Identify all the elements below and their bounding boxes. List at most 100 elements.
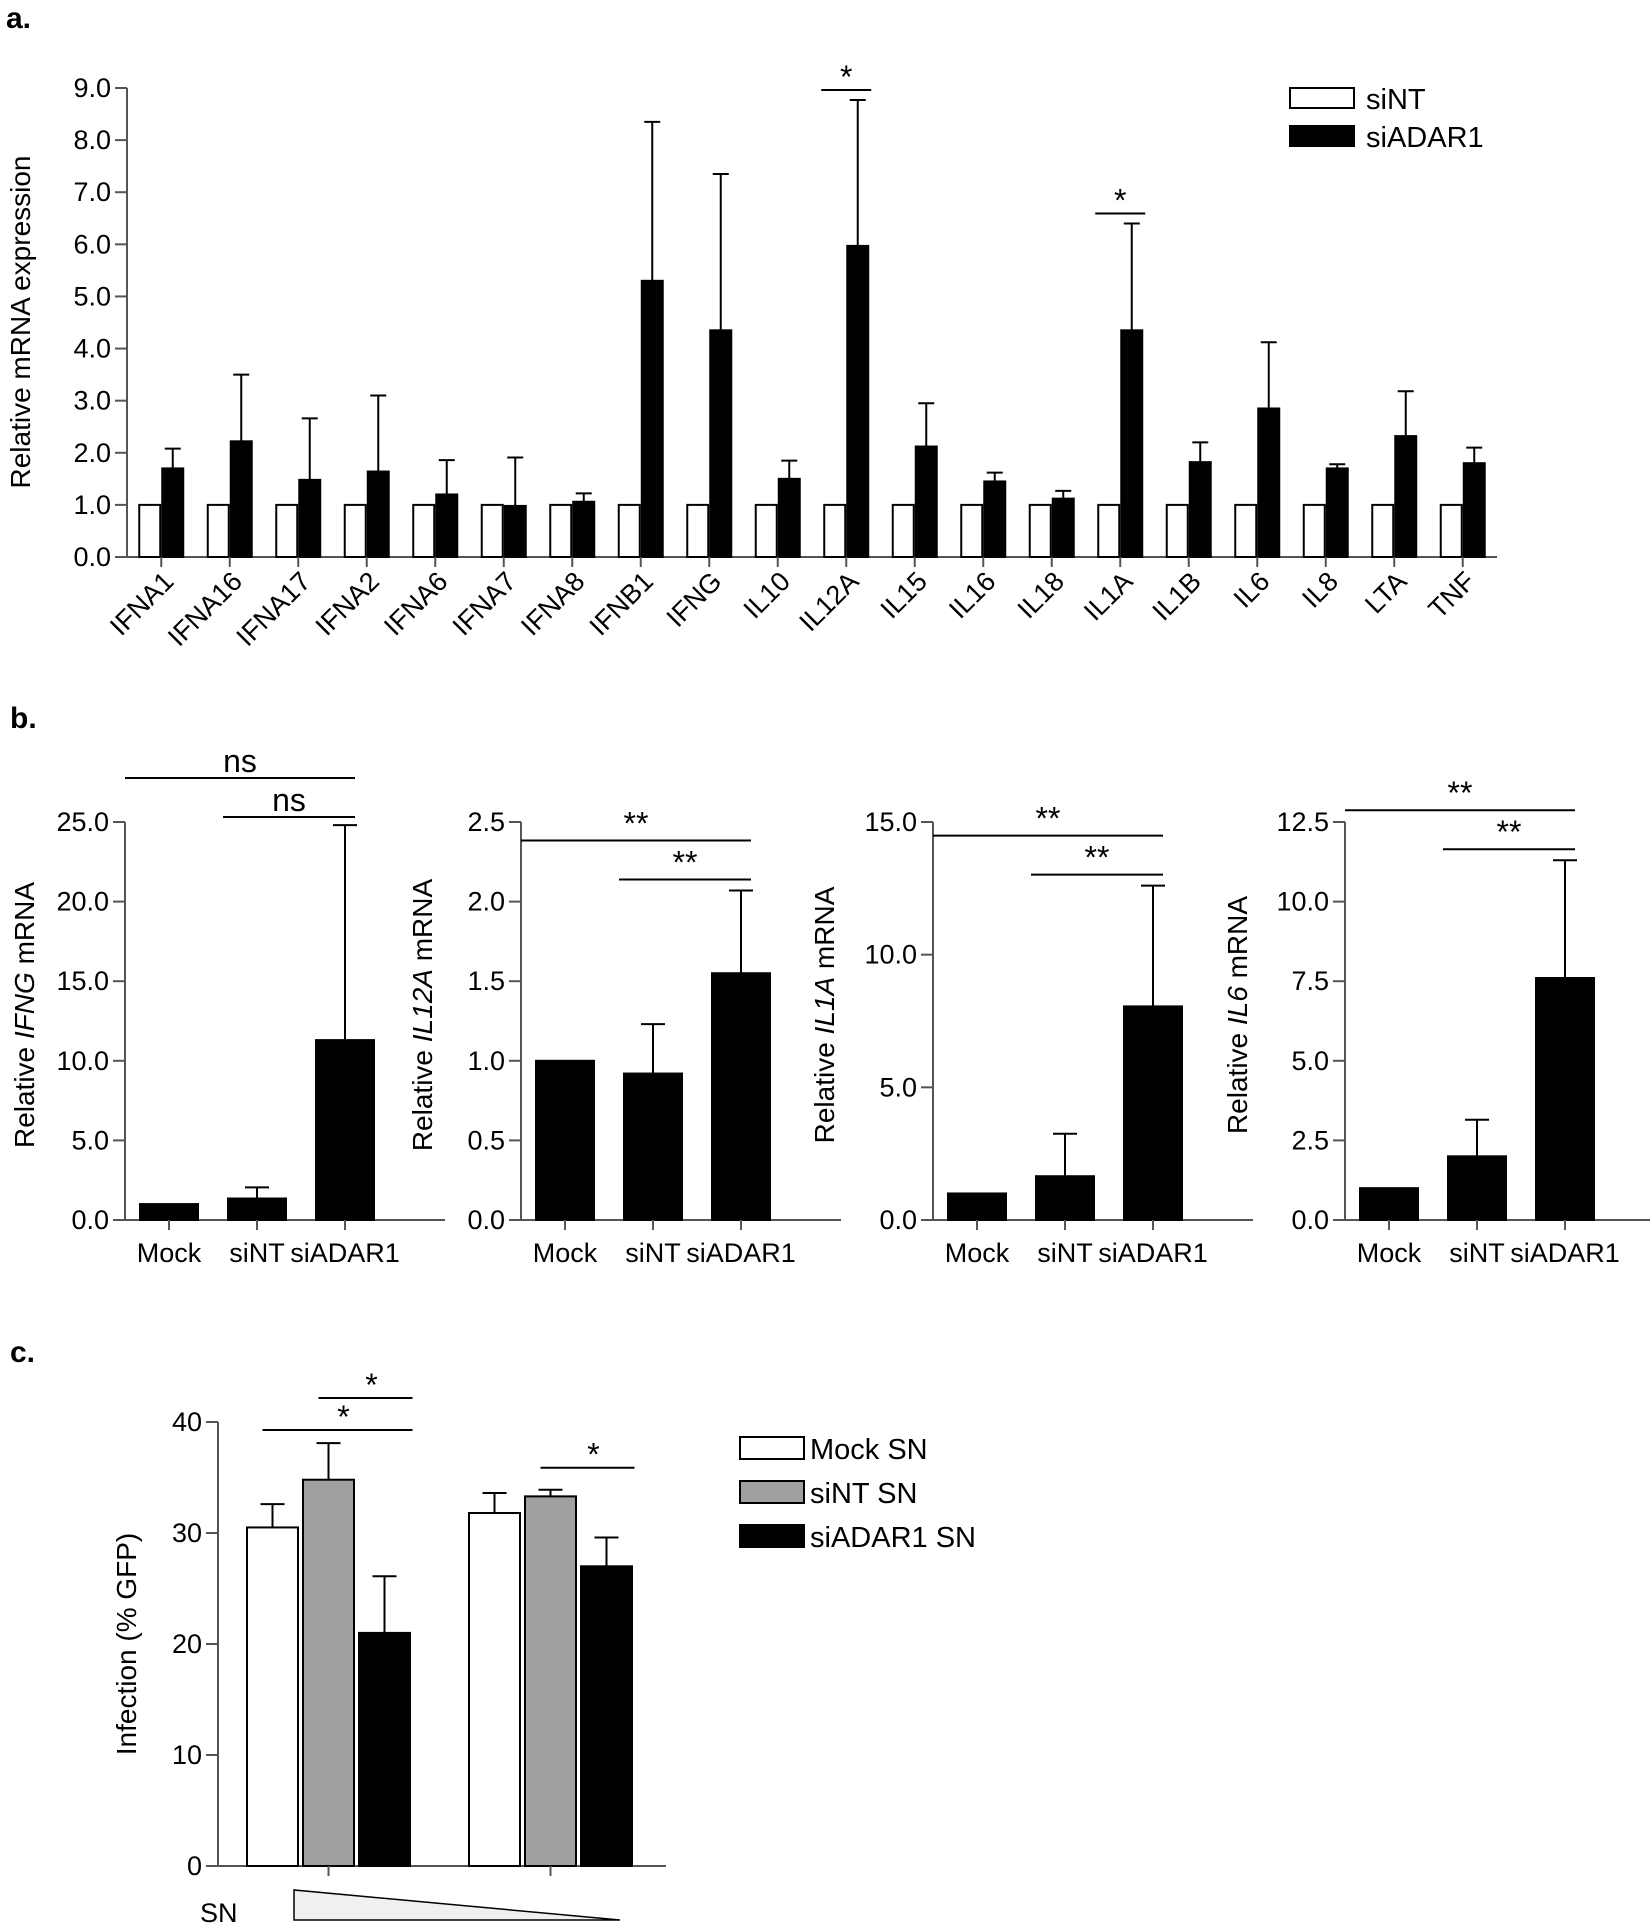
y-tick-label: 3.0 xyxy=(73,386,111,416)
significance-label: ** xyxy=(1448,775,1473,811)
chart-panel-b-il1a: 0.0 5.0 10.0 15.0 Relative IL1A mRNA Mock siNT… xyxy=(809,801,1253,1268)
bar-siADAR1 xyxy=(711,972,771,1221)
y-axis-label-prefix: Relative xyxy=(1222,1025,1253,1134)
y-tick-label: 2.0 xyxy=(73,438,111,468)
x-tick-label-siADAR1: siADAR1 xyxy=(1510,1238,1620,1268)
bar-siADAR1-IFNA16 xyxy=(229,440,253,558)
y-tick-label: 2.0 xyxy=(467,887,505,917)
y-tick-label: 5.0 xyxy=(879,1072,917,1102)
panel-label-b: b. xyxy=(10,702,37,735)
y-tick-label: 0.0 xyxy=(879,1205,917,1235)
bar-siNT xyxy=(227,1197,287,1222)
bar-siNT xyxy=(623,1072,683,1222)
y-tick-label: 25.0 xyxy=(56,807,109,837)
bar-siADAR1-IL1B xyxy=(1188,461,1212,558)
bar-siADAR1 xyxy=(315,1039,375,1221)
x-tick-label-siADAR1: siADAR1 xyxy=(1098,1238,1208,1268)
chart-panel-b-ifng: 0.0 5.0 10.0 15.0 20.0 25.0 Relative IFNG mRNA… xyxy=(9,743,445,1268)
bar-siNT-IL16 xyxy=(960,503,984,558)
y-tick-label: 0.0 xyxy=(71,1205,109,1235)
y-tick-label: 7.0 xyxy=(73,177,111,207)
bar-siNT-IFNA16 xyxy=(206,503,230,558)
chart-panel-a: 0.0 1.0 2.0 3.0 4.0 5.0 6.0 7.0 8.0 9.0 Relative m… xyxy=(5,59,1497,652)
y-tick-label: 20 xyxy=(172,1629,202,1659)
dilution-gradient-wedge xyxy=(293,1889,621,1921)
bar-siNT-IL6 xyxy=(1234,503,1258,558)
bar-siNT-IFNA7 xyxy=(480,503,504,558)
y-tick-label: 10 xyxy=(172,1740,202,1770)
significance-label: ** xyxy=(1497,814,1522,850)
x-tick-label-IFNA7: IFNA7 xyxy=(447,566,522,641)
legend-label-siADAR1-SN: siADAR1 SN xyxy=(810,1522,976,1554)
x-tick-label-siADAR1: siADAR1 xyxy=(686,1238,796,1268)
x-tick-label-IL8: IL8 xyxy=(1296,566,1344,614)
bar-siADAR1-IFNB1 xyxy=(640,279,664,558)
panel-label-a: a. xyxy=(6,2,31,35)
x-tick-label-IL18: IL18 xyxy=(1012,566,1070,624)
bar-siADAR1-IL16 xyxy=(983,480,1007,559)
bar-siNT-IFNA2 xyxy=(343,503,367,558)
y-tick-label: 0.0 xyxy=(467,1205,505,1235)
x-tick-label-IL15: IL15 xyxy=(875,566,933,624)
x-tick-label-IL6: IL6 xyxy=(1228,566,1276,614)
legend-label-siNT: siNT xyxy=(1366,84,1426,116)
x-tick-label-IFNB1: IFNB1 xyxy=(584,566,659,641)
y-axis-label-suffix: mRNA xyxy=(407,879,438,970)
bar-siNT-IL8 xyxy=(1302,503,1326,558)
x-tick-label-Mock: Mock xyxy=(945,1238,1010,1268)
legend-label-siNT-SN: siNT SN xyxy=(810,1478,917,1510)
panel-label-c: c. xyxy=(10,1336,35,1369)
bar-siADAR1 xyxy=(1535,977,1595,1221)
x-tick-label-IFNA8: IFNA8 xyxy=(515,566,590,641)
x-tick-label-Mock: Mock xyxy=(137,1238,202,1268)
bar-siADAR1-IL15 xyxy=(914,445,938,558)
bar-siNT-IFNA8 xyxy=(549,503,573,558)
y-axis-label: Relative IFNG mRNA xyxy=(9,882,40,1148)
y-tick-label: 0.5 xyxy=(467,1125,505,1155)
x-tick-label-IFNA17: IFNA17 xyxy=(231,566,317,652)
x-tick-label-IFNA2: IFNA2 xyxy=(310,566,385,641)
y-tick-label: 20.0 xyxy=(56,887,109,917)
bar-siNT-IL1A xyxy=(1097,503,1121,558)
bar-siNT-LTA xyxy=(1371,503,1395,558)
bar-siNT-SN-group1 xyxy=(302,1478,355,1867)
y-tick-label: 0 xyxy=(187,1851,202,1881)
y-tick-label: 9.0 xyxy=(73,73,111,103)
x-tick-label-siNT: siNT xyxy=(229,1238,285,1268)
bar-siADAR1-IFNA7 xyxy=(503,504,527,559)
y-tick-label: 1.0 xyxy=(73,490,111,520)
x-tick-label-IL1B: IL1B xyxy=(1147,566,1207,626)
x-tick-label-IL1A: IL1A xyxy=(1078,566,1138,626)
bar-siNT-IL15 xyxy=(891,503,915,558)
y-axis-label-gene: IL6 xyxy=(1222,986,1253,1025)
bar-siNT-IFNA17 xyxy=(275,503,299,558)
y-axis-label-prefix: Relative xyxy=(407,1042,438,1151)
bar-siADAR1-IL12A xyxy=(846,244,870,558)
legend-swatch-siNT xyxy=(1289,87,1355,109)
x-axis-label: SN xyxy=(200,1898,238,1928)
x-tick-label-IL10: IL10 xyxy=(738,566,796,624)
y-tick-label: 4.0 xyxy=(73,334,111,364)
significance-star: * xyxy=(337,1399,349,1435)
bar-siADAR1-IFNA8 xyxy=(572,500,596,558)
bar-siNT-IFNA1 xyxy=(138,503,162,558)
bar-siADAR1-SN-group2 xyxy=(580,1565,633,1868)
bar-siNT-IL1B xyxy=(1165,503,1189,558)
legend-label-siADAR1: siADAR1 xyxy=(1366,122,1484,154)
y-tick-label: 30 xyxy=(172,1518,202,1548)
bar-siNT-SN-group2 xyxy=(524,1495,577,1867)
x-tick-label-siNT: siNT xyxy=(625,1238,681,1268)
y-axis-label-suffix: mRNA xyxy=(9,882,40,973)
bar-siADAR1-IL10 xyxy=(777,477,801,559)
x-tick-label-LTA: LTA xyxy=(1359,566,1412,619)
bar-siADAR1-IL1A xyxy=(1120,329,1144,559)
significance-label: ** xyxy=(624,805,649,841)
bar-siNT-IL10 xyxy=(754,503,778,558)
y-axis-label-prefix: Relative xyxy=(809,1034,840,1143)
bar-Mock xyxy=(1359,1187,1419,1222)
y-axis-label-gene: IL1A xyxy=(809,977,840,1035)
significance-label: ns xyxy=(272,782,306,818)
bar-siADAR1-IFNG xyxy=(709,329,733,559)
bar-siNT-IFNG xyxy=(686,503,710,558)
